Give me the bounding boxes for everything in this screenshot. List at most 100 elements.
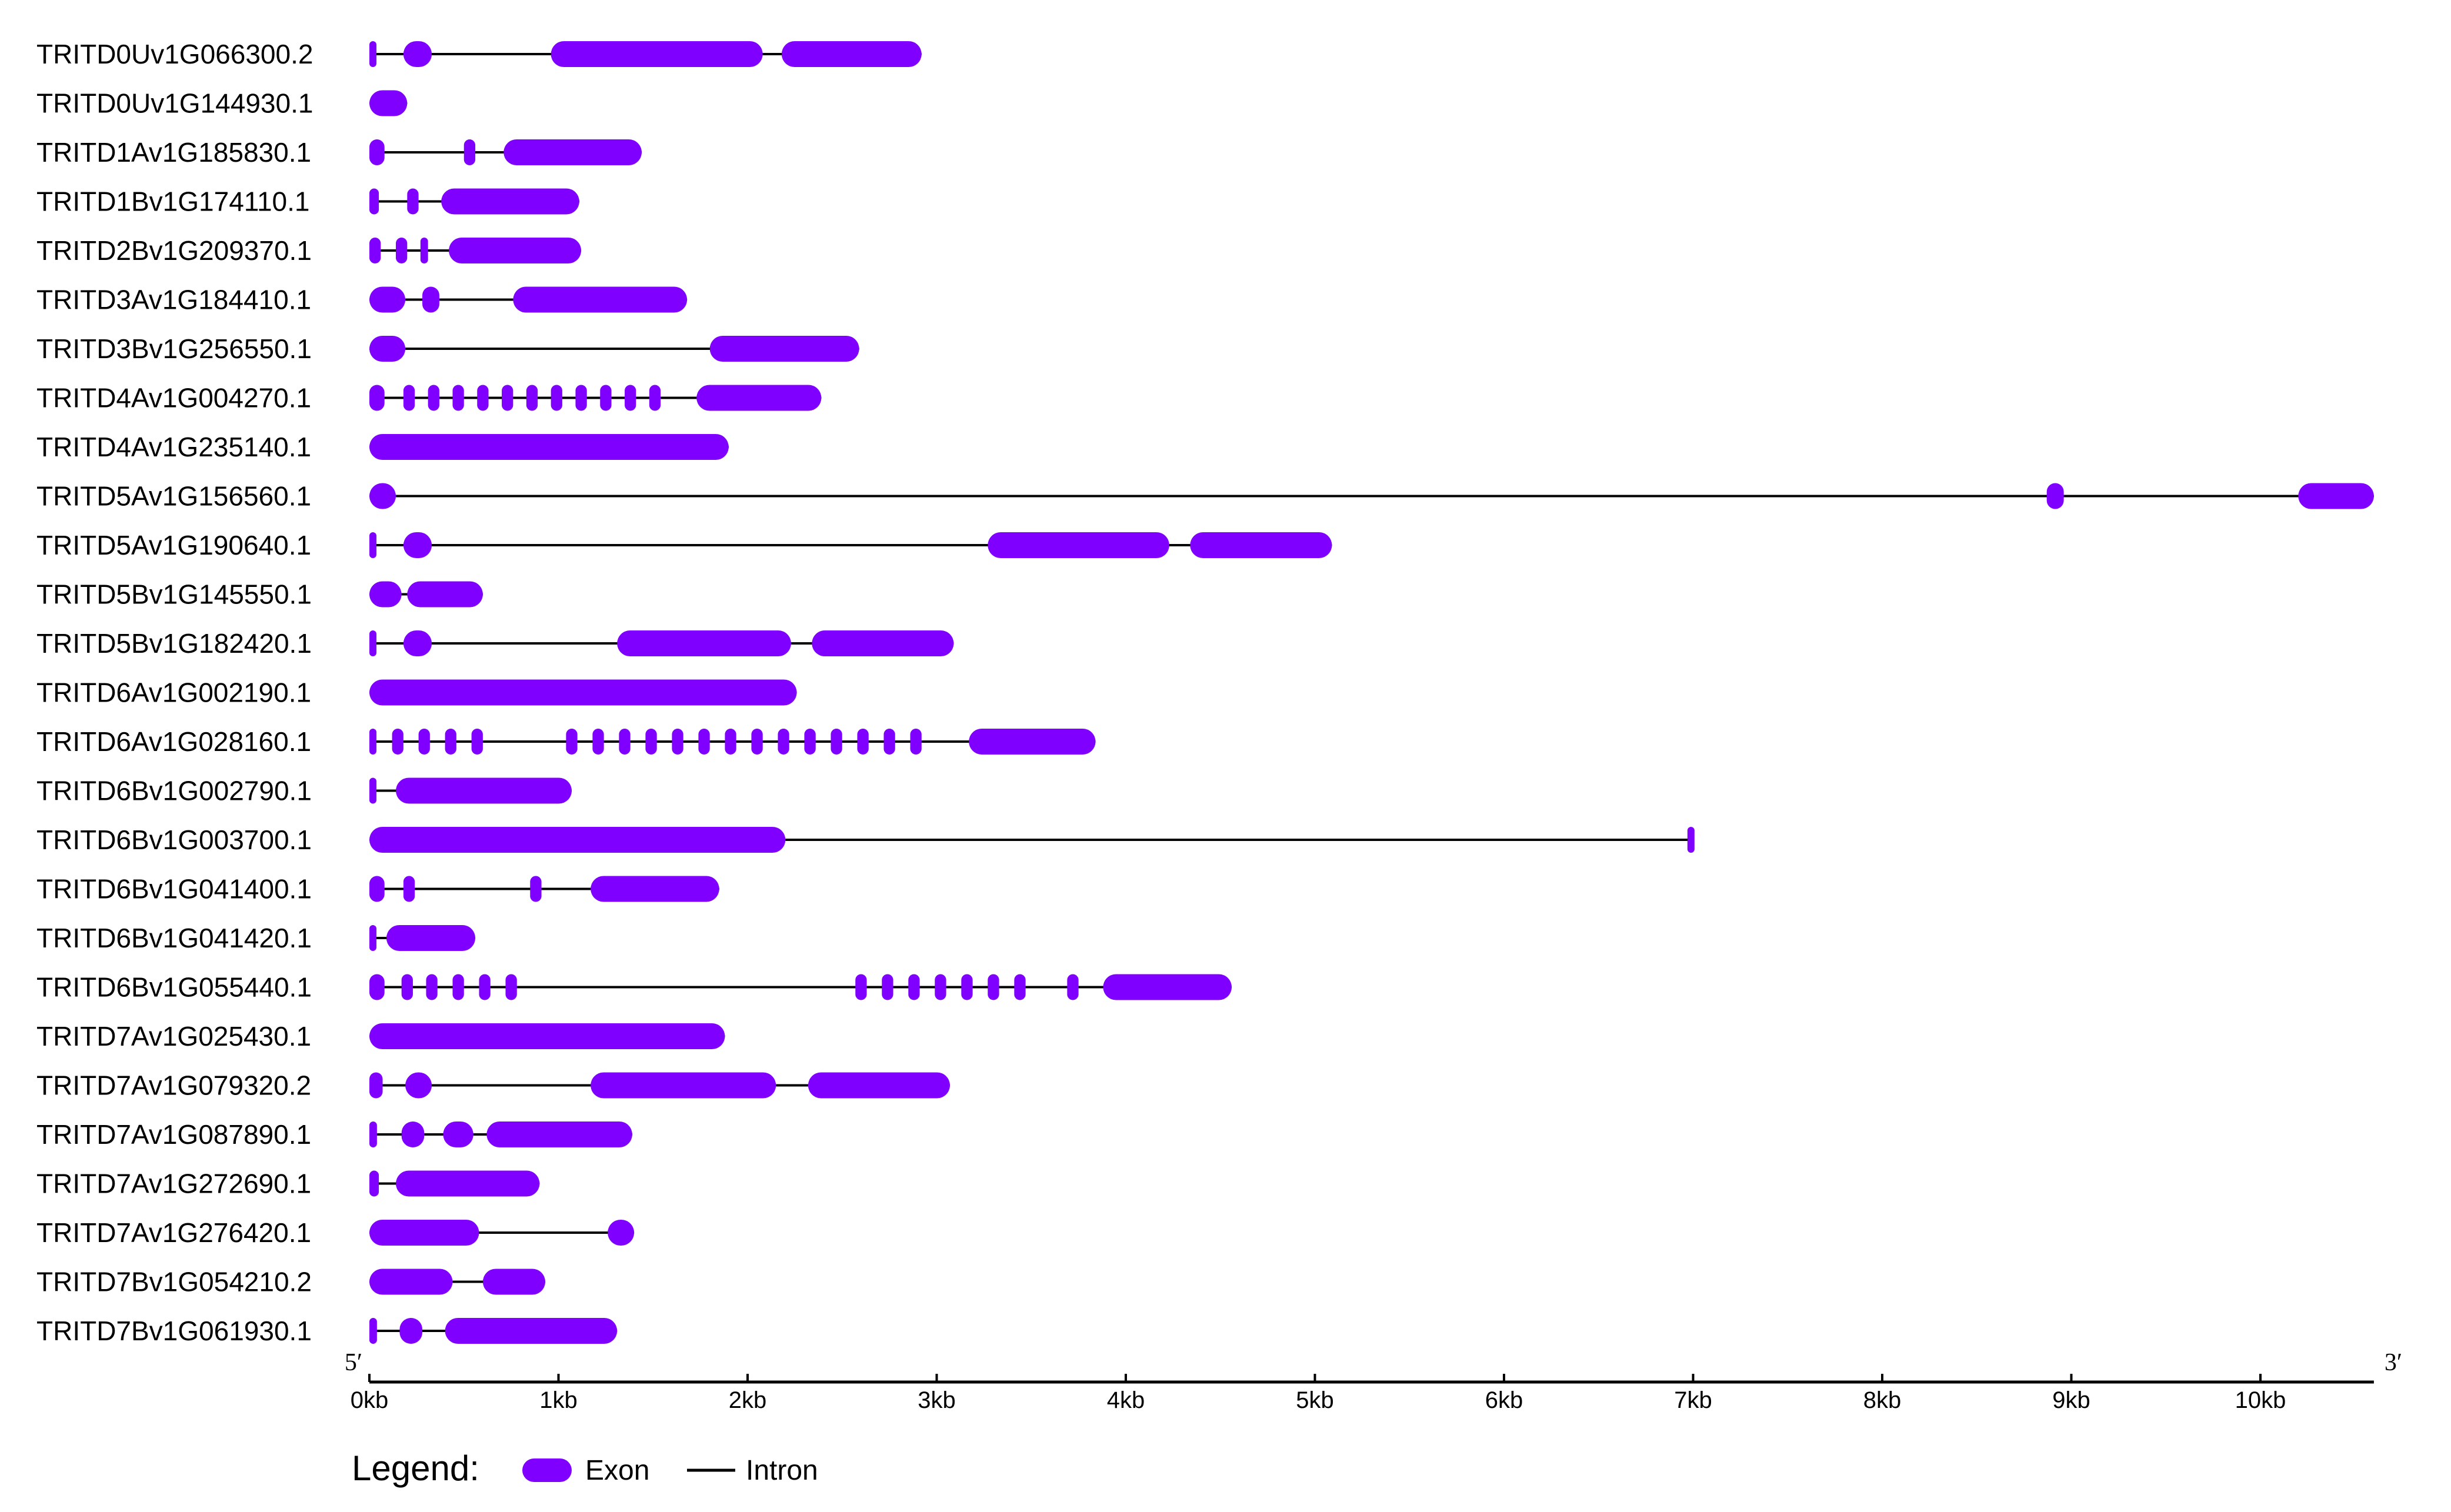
exon-block [751,729,763,755]
exon-block [369,434,729,460]
exon-block [831,729,842,755]
gene-label: TRITD6Av1G028160.1 [36,726,311,757]
exon-block [808,1072,951,1099]
exon-block [591,876,719,902]
exon-block [452,385,464,411]
gene-label: TRITD5Av1G190640.1 [36,530,311,560]
gene-row: TRITD5Bv1G182420.1 [36,628,954,659]
gene-label: TRITD3Av1G184410.1 [36,285,311,315]
gene-label: TRITD6Bv1G055440.1 [36,972,312,1003]
gene-label: TRITD5Bv1G145550.1 [36,579,312,610]
gene-row: TRITD7Av1G087890.1 [36,1119,632,1150]
exon-block [778,729,789,755]
legend-title: Legend: [352,1448,479,1488]
exon-block [505,974,517,1000]
exon-block [445,1318,618,1344]
exon-block [698,729,710,755]
gene-label: TRITD5Bv1G182420.1 [36,628,312,659]
tick-label: 3kb [918,1387,956,1413]
exon-block [396,238,408,263]
gene-row: TRITD6Bv1G041420.1 [36,923,476,953]
gene-label: TRITD6Bv1G041400.1 [36,874,312,904]
gene-row: TRITD7Av1G079320.2 [36,1070,951,1101]
exon-block [882,974,893,1000]
exon-block [369,679,797,706]
exon-block [709,336,859,362]
exon-block [396,1170,540,1197]
exon-block [479,974,491,1000]
gene-row: TRITD6Bv1G041400.1 [36,874,719,904]
exon-block [403,630,432,656]
gene-row: TRITD3Bv1G256550.1 [36,333,859,364]
exon-block [619,729,631,755]
exon-block [592,729,604,755]
exon-block [988,974,999,1000]
exon-block [443,1122,473,1147]
exon-block [418,729,430,755]
gene-label: TRITD7Av1G272690.1 [36,1169,311,1199]
tick-label: 6kb [1485,1387,1523,1413]
exon-block [403,532,432,558]
exon-block [672,729,683,755]
gene-row: TRITD7Av1G276420.1 [36,1217,635,1248]
gene-row: TRITD7Av1G025430.1 [36,1021,725,1052]
gene-label: TRITD3Bv1G256550.1 [36,333,312,364]
exon-block [441,188,579,215]
exon-block [428,385,439,411]
gene-rows: TRITD0Uv1G066300.2 TRITD0Uv1G144930.1 TRIT… [36,39,2374,1346]
exon-block [403,41,432,67]
exon-block [426,974,438,1000]
gene-row: TRITD7Bv1G054210.2 [36,1267,545,1297]
exon-block [369,483,396,509]
exon-block [369,1023,725,1049]
exon-block [369,827,786,853]
gene-label: TRITD7Av1G079320.2 [36,1070,311,1101]
gene-row: TRITD0Uv1G144930.1 [36,88,408,119]
gene-row: TRITD4Av1G235140.1 [36,432,729,462]
exon-block [369,729,376,755]
gene-row: TRITD7Bv1G061930.1 [36,1316,618,1346]
exon-block [617,630,791,656]
exon-block [369,1220,479,1246]
exon-block [526,385,538,411]
exon-block [369,581,402,608]
exon-block [2046,483,2064,509]
gene-label: TRITD7Bv1G054210.2 [36,1267,312,1297]
exon-block [422,286,439,313]
gene-label: TRITD6Bv1G003700.1 [36,825,312,855]
exon-block [369,1122,377,1147]
gene-row: TRITD6Av1G002190.1 [36,677,797,708]
exon-block [781,41,922,67]
gene-row: TRITD1Av1G185830.1 [36,137,642,168]
exon-block [482,1269,545,1295]
exon-block [445,729,456,755]
exon-block [392,729,404,755]
tick-label: 8kb [1863,1387,1902,1413]
exon-block [503,139,642,165]
gene-label: TRITD2Bv1G209370.1 [36,235,312,266]
exon-block [551,41,763,67]
gene-label: TRITD1Bv1G174110.1 [36,186,310,217]
exon-block [401,974,413,1000]
exon-block [600,385,612,411]
exon-block [369,1072,383,1099]
gene-row: TRITD5Av1G156560.1 [36,481,2374,512]
tick-label: 5kb [1296,1387,1334,1413]
legend-exon-swatch [522,1458,572,1482]
gene-label: TRITD5Av1G156560.1 [36,481,311,512]
exon-block [1067,974,1079,1000]
gene-label: TRITD6Bv1G041420.1 [36,923,312,953]
exon-block [883,729,895,755]
gene-row: TRITD1Bv1G174110.1 [36,186,579,217]
gene-label: TRITD7Bv1G061930.1 [36,1316,312,1346]
exon-block [369,777,376,804]
exon-block [961,974,973,1000]
exon-block [369,188,379,215]
gene-row: TRITD5Av1G190640.1 [36,530,1332,560]
exon-block [1103,974,1232,1000]
gene-row: TRITD3Av1G184410.1 [36,285,688,315]
gene-label: TRITD1Av1G185830.1 [36,137,311,168]
exon-block [369,238,381,263]
gene-row: TRITD4Av1G004270.1 [36,383,822,413]
